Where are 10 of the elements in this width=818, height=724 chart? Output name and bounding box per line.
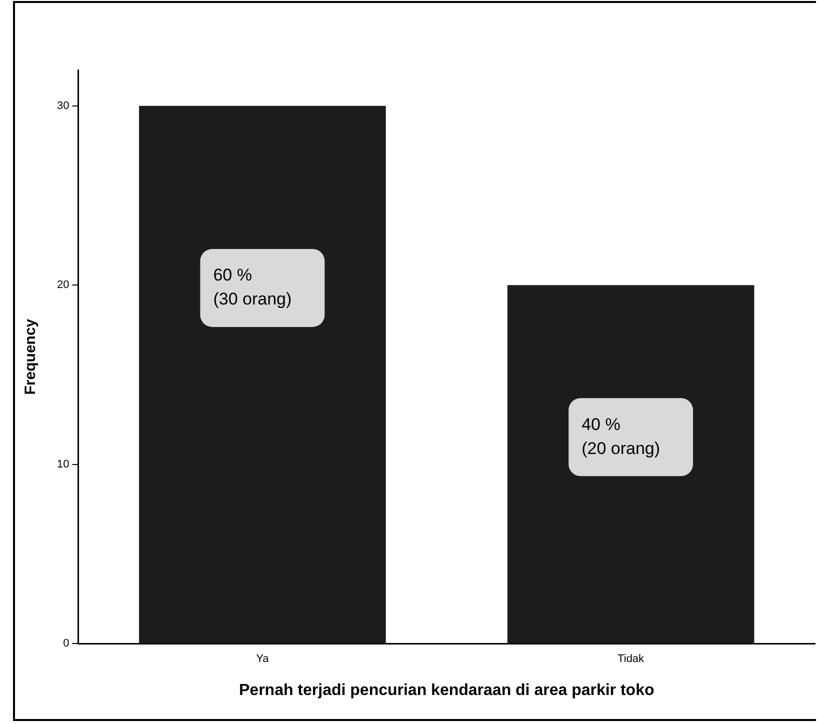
y-tick-label: 10	[56, 458, 70, 470]
x-tick-label: Tidak	[618, 653, 645, 666]
y-tick-label: 30	[56, 100, 70, 112]
annotation: 60 % (30 orang)	[213, 266, 292, 309]
y-tick-label: 0	[63, 638, 70, 650]
annotation: 40 % (20 orang)	[582, 414, 660, 458]
x-tick-label: Ya	[256, 653, 270, 666]
y-axis-title: Frequency	[22, 318, 40, 395]
x-axis-title: Pernah terjadi pencurian kendaraan di area parkir toko	[238, 682, 654, 699]
y-tick-label: 20	[56, 279, 70, 292]
